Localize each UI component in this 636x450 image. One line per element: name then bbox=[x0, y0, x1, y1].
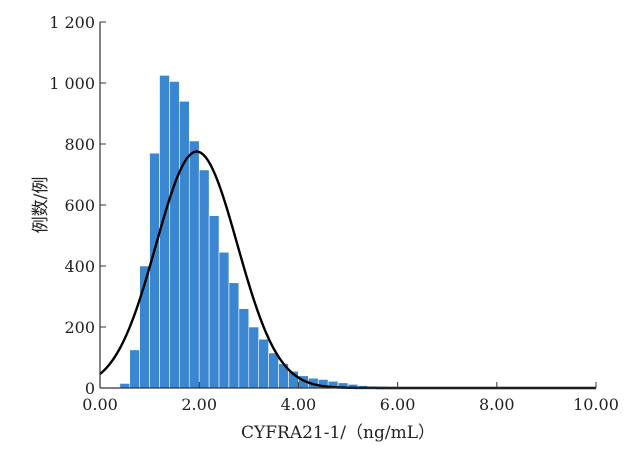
x-tick-label: 4.00 bbox=[281, 395, 317, 414]
y-axis-title: 例数/例 bbox=[31, 177, 51, 234]
histogram-bar bbox=[119, 383, 131, 389]
x-axis-title: CYFRA21-1/（ng/mL） bbox=[241, 423, 435, 443]
y-tick-label: 1 200 bbox=[49, 13, 95, 32]
x-tick-label: 2.00 bbox=[181, 395, 217, 414]
histogram-bar bbox=[218, 251, 230, 389]
y-tick-label: 600 bbox=[64, 196, 95, 215]
histogram-bar bbox=[169, 81, 180, 389]
y-tick-label: 1 000 bbox=[49, 74, 95, 93]
histogram-bar bbox=[258, 338, 269, 389]
histogram-bar bbox=[179, 101, 190, 389]
x-ticks: 0.00 2.00 4.00 6.00 8.00 10.00 bbox=[82, 382, 619, 414]
histogram-bar bbox=[159, 75, 170, 389]
y-ticks: 0 200 400 600 800 1 000 1 200 bbox=[49, 13, 106, 398]
histogram-bar bbox=[228, 282, 240, 389]
histogram-bar bbox=[238, 308, 250, 389]
histogram-bar bbox=[129, 349, 140, 389]
histogram-bar bbox=[268, 352, 279, 389]
histogram-bar bbox=[248, 326, 260, 389]
x-tick-label: 10.00 bbox=[573, 395, 619, 414]
histogram-bar bbox=[198, 169, 210, 389]
y-tick-label: 400 bbox=[64, 257, 95, 276]
histogram-bars bbox=[119, 75, 408, 389]
x-tick-label: 8.00 bbox=[479, 395, 515, 414]
x-tick-label: 0.00 bbox=[82, 395, 118, 414]
y-tick-label: 200 bbox=[64, 318, 95, 337]
y-tick-label: 0 bbox=[85, 379, 95, 398]
y-tick-label: 800 bbox=[64, 135, 95, 154]
x-tick-label: 6.00 bbox=[380, 395, 416, 414]
histogram-bar bbox=[208, 215, 220, 389]
histogram-bar bbox=[188, 140, 200, 389]
histogram-bar bbox=[149, 152, 160, 389]
